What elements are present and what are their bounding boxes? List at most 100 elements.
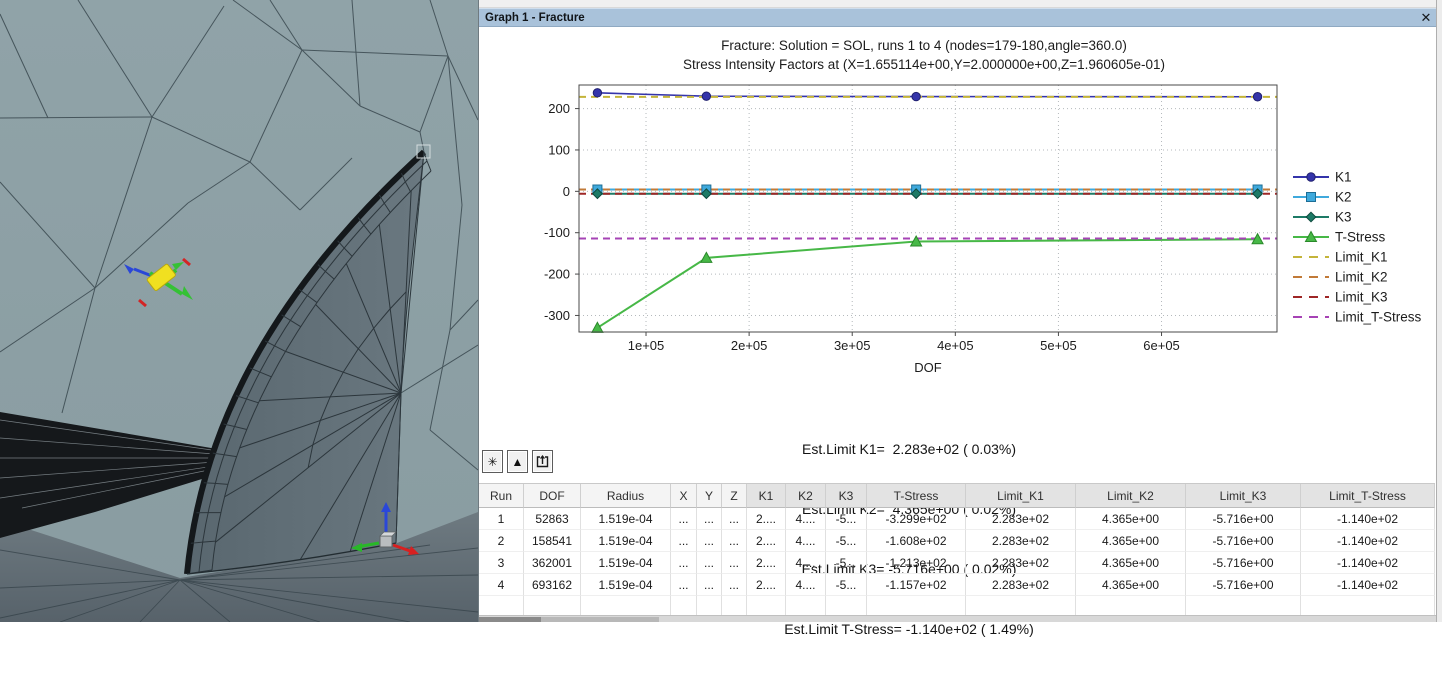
table-cell: 3 — [479, 552, 524, 574]
table-cell: -5.716e+00 — [1186, 508, 1301, 530]
table-cell: -3.299e+02 — [867, 508, 966, 530]
table-cell: 2 — [479, 530, 524, 552]
table-cell: -5... — [826, 574, 867, 596]
legend-item: Limit_K1 — [1293, 250, 1388, 265]
column-header-k1[interactable]: K1 — [747, 484, 786, 508]
column-header-z[interactable]: Z — [722, 484, 747, 508]
legend-item: Limit_K2 — [1293, 270, 1388, 285]
legend-item: K3 — [1293, 210, 1352, 225]
svg-text:K2: K2 — [1335, 190, 1352, 205]
svg-text:-300: -300 — [544, 308, 570, 323]
table-cell: -1.213e+02 — [867, 552, 966, 574]
table-cell: 2.283e+02 — [966, 574, 1076, 596]
graph-toolbar: ✳ ▲ — [482, 450, 553, 473]
svg-text:100: 100 — [548, 142, 570, 157]
chart-legend: K1 K2 K3 T-Stress Limit_K1 Limit_K2 Limit_K3 Li… — [1293, 170, 1422, 325]
column-header-radius[interactable]: Radius — [581, 484, 671, 508]
horizontal-scrollbar[interactable] — [479, 615, 1437, 622]
table-cell: 2.283e+02 — [966, 530, 1076, 552]
table-cell: 2.... — [747, 552, 786, 574]
table-cell: 1 — [479, 508, 524, 530]
table-cell: ... — [697, 552, 722, 574]
table-cell: -1.157e+02 — [867, 574, 966, 596]
close-icon[interactable]: ✕ — [1415, 10, 1437, 26]
column-header-k3[interactable]: K3 — [826, 484, 867, 508]
est-limit-k1: Est.Limit K1= 2.283e+02 ( 0.03%) — [479, 439, 1339, 459]
table-cell: 693162 — [524, 574, 581, 596]
column-header-run[interactable]: Run — [479, 484, 524, 508]
table-row[interactable]: 1528631.519e-04.........2....4....-5...-… — [479, 508, 1435, 530]
svg-text:T-Stress: T-Stress — [1335, 230, 1386, 245]
column-header-k2[interactable]: K2 — [786, 484, 826, 508]
column-header-dof[interactable]: DOF — [524, 484, 581, 508]
table-cell: ... — [671, 574, 697, 596]
table-cell: -5... — [826, 530, 867, 552]
column-header-limit_k3[interactable]: Limit_K3 — [1186, 484, 1301, 508]
plot-style-button[interactable]: ▲ — [507, 450, 528, 473]
svg-text:Limit_K2: Limit_K2 — [1335, 270, 1388, 285]
table-cell: -5.716e+00 — [1186, 552, 1301, 574]
right-edge-strip[interactable] — [1436, 0, 1442, 622]
window-titlebar[interactable]: Graph 1 - Fracture ✕ — [479, 8, 1437, 27]
legend-item: T-Stress — [1293, 230, 1386, 245]
scrollbar-thumb[interactable] — [479, 617, 541, 622]
table-cell: ... — [697, 508, 722, 530]
svg-text:1e+05: 1e+05 — [628, 338, 665, 353]
chart-titles: Fracture: Solution = SOL, runs 1 to 4 (n… — [479, 36, 1369, 74]
table-cell: ... — [671, 530, 697, 552]
table-header-row: RunDOFRadiusXYZK1K2K3T-StressLimit_K1Lim… — [479, 484, 1435, 508]
table-cell: 1.519e-04 — [581, 508, 671, 530]
column-header-x[interactable]: X — [671, 484, 697, 508]
table-cell: ... — [671, 552, 697, 574]
svg-text:DOF: DOF — [914, 360, 942, 375]
window-title: Graph 1 - Fracture — [479, 12, 1415, 24]
table-cell: ... — [722, 574, 747, 596]
svg-text:K1: K1 — [1335, 170, 1352, 185]
export-button[interactable] — [532, 450, 553, 473]
svg-text:Limit_K3: Limit_K3 — [1335, 290, 1388, 305]
svg-text:6e+05: 6e+05 — [1143, 338, 1180, 353]
table-cell: -5.716e+00 — [1186, 530, 1301, 552]
svg-text:200: 200 — [548, 101, 570, 116]
gear-icon: ✳ — [487, 456, 497, 468]
legend-item: K1 — [1293, 170, 1352, 185]
table-row[interactable]: 46931621.519e-04.........2....4....-5...… — [479, 574, 1435, 596]
column-header-limit_t-stress[interactable]: Limit_T-Stress — [1301, 484, 1435, 508]
chart-title-line1: Fracture: Solution = SOL, runs 1 to 4 (n… — [479, 36, 1369, 55]
export-icon — [535, 454, 550, 469]
table-cell: -5.716e+00 — [1186, 574, 1301, 596]
svg-text:4e+05: 4e+05 — [937, 338, 974, 353]
settings-button[interactable]: ✳ — [482, 450, 503, 473]
table-cell: 4.... — [786, 574, 826, 596]
svg-text:2e+05: 2e+05 — [731, 338, 768, 353]
column-header-limit_k2[interactable]: Limit_K2 — [1076, 484, 1186, 508]
3d-viewport[interactable] — [0, 0, 478, 622]
toolbar-remnant-strip — [479, 0, 1437, 8]
table-cell: -5... — [826, 508, 867, 530]
table-cell: 4.365e+00 — [1076, 508, 1186, 530]
table-row[interactable]: 33620011.519e-04.........2....4....-5...… — [479, 552, 1435, 574]
results-table: RunDOFRadiusXYZK1K2K3T-StressLimit_K1Lim… — [479, 483, 1435, 618]
table-cell: 4 — [479, 574, 524, 596]
est-limit-tstress: Est.Limit T-Stress= -1.140e+02 ( 1.49%) — [479, 619, 1339, 639]
fracture-chart[interactable]: 2001000-100-200-3001e+052e+053e+054e+055… — [479, 70, 1437, 392]
table-cell: ... — [722, 508, 747, 530]
table-cell: -1.140e+02 — [1301, 530, 1435, 552]
column-header-limit_k1[interactable]: Limit_K1 — [966, 484, 1076, 508]
table-cell: 2.283e+02 — [966, 552, 1076, 574]
table-cell: 2.... — [747, 508, 786, 530]
table-cell: 4.... — [786, 552, 826, 574]
table-cell: -1.140e+02 — [1301, 552, 1435, 574]
triangle-icon: ▲ — [512, 456, 524, 468]
legend-item: Limit_T-Stress — [1293, 310, 1422, 325]
column-header-t-stress[interactable]: T-Stress — [867, 484, 966, 508]
column-header-y[interactable]: Y — [697, 484, 722, 508]
table-cell: ... — [697, 530, 722, 552]
svg-text:Limit_T-Stress: Limit_T-Stress — [1335, 310, 1422, 325]
table-row[interactable]: 21585411.519e-04.........2....4....-5...… — [479, 530, 1435, 552]
svg-text:-200: -200 — [544, 267, 570, 282]
table-cell: 4.365e+00 — [1076, 574, 1186, 596]
svg-text:3e+05: 3e+05 — [834, 338, 871, 353]
table-cell: 4.365e+00 — [1076, 552, 1186, 574]
svg-text:Limit_K1: Limit_K1 — [1335, 250, 1388, 265]
